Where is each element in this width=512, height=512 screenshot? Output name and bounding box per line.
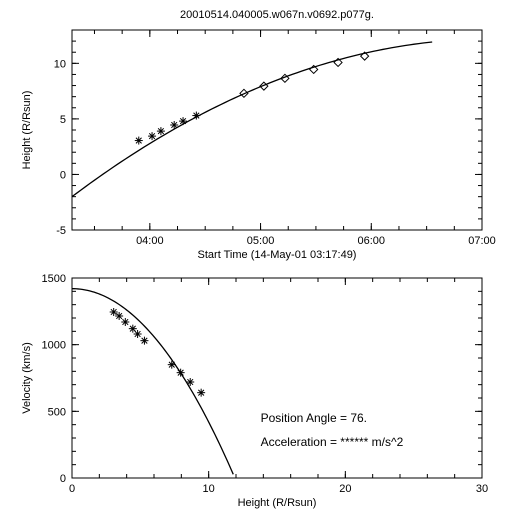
asterisk-marker <box>179 117 187 125</box>
asterisk-marker <box>148 132 156 140</box>
y-tick-label: 0 <box>60 169 66 181</box>
chart-title: 20010514.040005.w067n.v0692.p077g. <box>180 9 374 21</box>
velocity-height-curve <box>72 289 233 475</box>
asterisk-marker <box>134 330 142 338</box>
x-tick-label: 20 <box>339 483 351 495</box>
y-tick-label: 10 <box>54 58 66 70</box>
asterisk-marker <box>140 337 148 345</box>
plot-box <box>72 30 482 230</box>
x-tick-label: 04:00 <box>136 235 164 247</box>
asterisk-marker <box>110 308 118 316</box>
top-ylabel: Height (R/Rsun) <box>21 91 33 170</box>
x-tick-label: 06:00 <box>358 235 386 247</box>
y-tick-label: 1000 <box>42 340 66 352</box>
top-xlabel: Start Time (14-May-01 03:17:49) <box>198 249 357 261</box>
y-tick-label: 5 <box>60 114 66 126</box>
x-tick-label: 05:00 <box>247 235 275 247</box>
bottom-xlabel: Height (R/Rsun) <box>238 497 317 509</box>
bottom-ylabel: Velocity (km/s) <box>21 342 33 414</box>
asterisk-marker <box>115 312 123 320</box>
annotation-1: Acceleration = ****** m/s^2 <box>261 435 404 449</box>
y-tick-label: -5 <box>56 225 66 237</box>
y-tick-label: 1500 <box>42 273 66 285</box>
y-tick-label: 0 <box>60 473 66 485</box>
asterisk-marker <box>168 361 176 369</box>
x-tick-label: 0 <box>69 483 75 495</box>
x-tick-label: 30 <box>476 483 488 495</box>
asterisk-marker <box>157 127 165 135</box>
height-time-curve <box>72 42 432 197</box>
annotation-0: Position Angle = 76. <box>261 411 367 425</box>
asterisk-marker <box>135 137 143 145</box>
x-tick-label: 10 <box>203 483 215 495</box>
x-tick-label: 07:00 <box>468 235 496 247</box>
y-tick-label: 500 <box>48 406 66 418</box>
asterisk-marker <box>170 121 178 129</box>
asterisk-marker <box>197 389 205 397</box>
asterisk-marker <box>177 369 185 377</box>
asterisk-marker <box>121 318 129 326</box>
